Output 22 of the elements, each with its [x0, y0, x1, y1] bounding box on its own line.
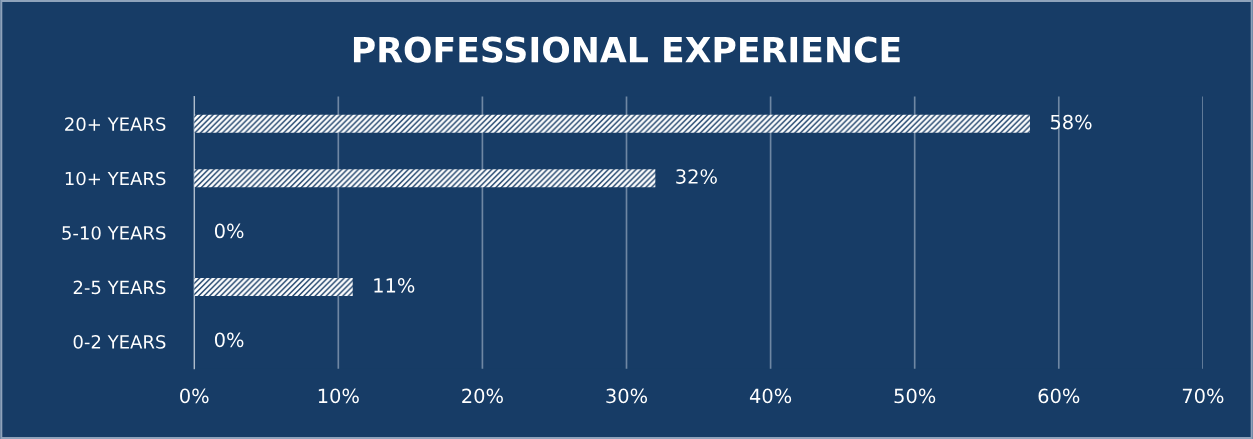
y-tick-label: 5-10 YEARS [62, 226, 166, 240]
x-tick-label: 50% [894, 388, 936, 404]
x-tick-label: 70% [1182, 388, 1224, 404]
data-label: 11% [374, 278, 415, 293]
data-label: 0% [214, 332, 244, 348]
chart-title: PROFESSIONAL EXPERIENCE [353, 36, 900, 63]
data-label: 58% [1050, 114, 1092, 130]
y-tick-label: 0-2 YEARS [73, 335, 166, 349]
data-label: 32% [676, 169, 717, 184]
x-tick-label: 30% [606, 388, 648, 404]
bar [194, 169, 656, 188]
x-tick-label: 20% [462, 388, 503, 404]
bar [194, 278, 353, 297]
data-label: 0% [214, 223, 244, 239]
x-tick-label: 60% [1038, 388, 1080, 404]
x-tick-label: 0% [180, 388, 209, 404]
y-tick-label: 20+ YEARS [65, 117, 166, 131]
x-tick-label: 10% [318, 388, 359, 404]
x-tick-label: 40% [749, 388, 792, 404]
bar [194, 114, 1030, 133]
y-tick-label: 10+ YEARS [65, 171, 166, 186]
y-tick-label: 2-5 YEARS [73, 280, 166, 295]
